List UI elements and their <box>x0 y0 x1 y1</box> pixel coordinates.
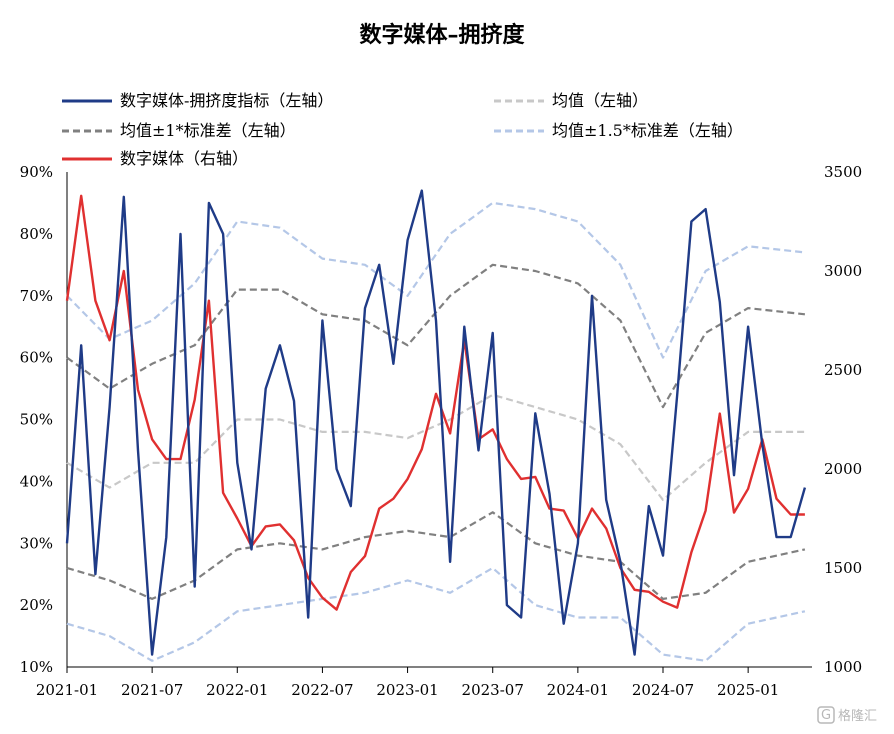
right-axis-ticks: 3500 3000 2500 2000 1500 1000 <box>824 163 862 676</box>
legend: 数字媒体-拥挤度指标（左轴） 均值（左轴） 均值±1*标准差（左轴） 均值±1.5*标… <box>62 91 743 168</box>
series-line <box>65 189 807 656</box>
legend-label: 均值±1.5*标准差（左轴） <box>552 121 743 140</box>
left-tick-label: 70% <box>20 287 53 305</box>
series-line <box>66 393 805 501</box>
left-tick-label: 10% <box>20 658 53 676</box>
watermark-logo-icon <box>817 706 835 724</box>
left-tick-label: 60% <box>20 349 53 367</box>
chart-title: 数字媒体–拥挤度 <box>359 22 525 48</box>
x-axis-ticks: 2021-01 2021-07 2022-01 2022-07 2023-01 2023-… <box>36 667 779 699</box>
axes <box>66 172 812 668</box>
right-tick-label: 1500 <box>824 559 862 577</box>
legend-label: 均值（左轴） <box>552 91 648 110</box>
watermark-logo-letter: G <box>821 708 831 723</box>
left-tick-label: 40% <box>20 472 53 490</box>
x-tick-label: 2022-01 <box>206 681 268 699</box>
left-tick-label: 50% <box>20 411 53 429</box>
x-tick-label: 2024-07 <box>632 681 694 699</box>
series-line <box>66 511 806 601</box>
legend-label: 均值±1*标准差（左轴） <box>120 121 296 140</box>
right-tick-label: 1000 <box>824 658 862 676</box>
x-tick-label: 2022-07 <box>291 681 353 699</box>
left-axis-ticks: 90% 80% 70% 60% 50% 40% 30% 20% 10% <box>20 163 53 676</box>
legend-label: 数字媒体-拥挤度指标（左轴） <box>120 91 333 110</box>
x-tick-label: 2025-01 <box>717 681 779 699</box>
series-group <box>65 189 807 662</box>
right-tick-label: 2000 <box>824 460 862 478</box>
x-tick-label: 2021-01 <box>36 681 98 699</box>
left-tick-label: 20% <box>20 596 53 614</box>
left-tick-label: 80% <box>20 225 53 243</box>
series-line <box>66 263 806 409</box>
x-tick-label: 2023-07 <box>462 681 524 699</box>
left-tick-label: 30% <box>20 534 53 552</box>
x-tick-label: 2023-01 <box>376 681 438 699</box>
x-tick-label: 2021-07 <box>121 681 183 699</box>
right-tick-label: 3000 <box>824 262 862 280</box>
series-line <box>66 566 806 662</box>
watermark-text: 格隆汇 <box>838 708 877 724</box>
series-line <box>65 194 805 611</box>
left-tick-label: 90% <box>20 163 53 181</box>
legend-label: 数字媒体（右轴） <box>120 149 248 168</box>
watermark: G 格隆汇 <box>817 706 877 724</box>
right-tick-label: 3500 <box>824 163 862 181</box>
right-tick-label: 2500 <box>824 361 862 379</box>
x-tick-label: 2024-01 <box>547 681 609 699</box>
